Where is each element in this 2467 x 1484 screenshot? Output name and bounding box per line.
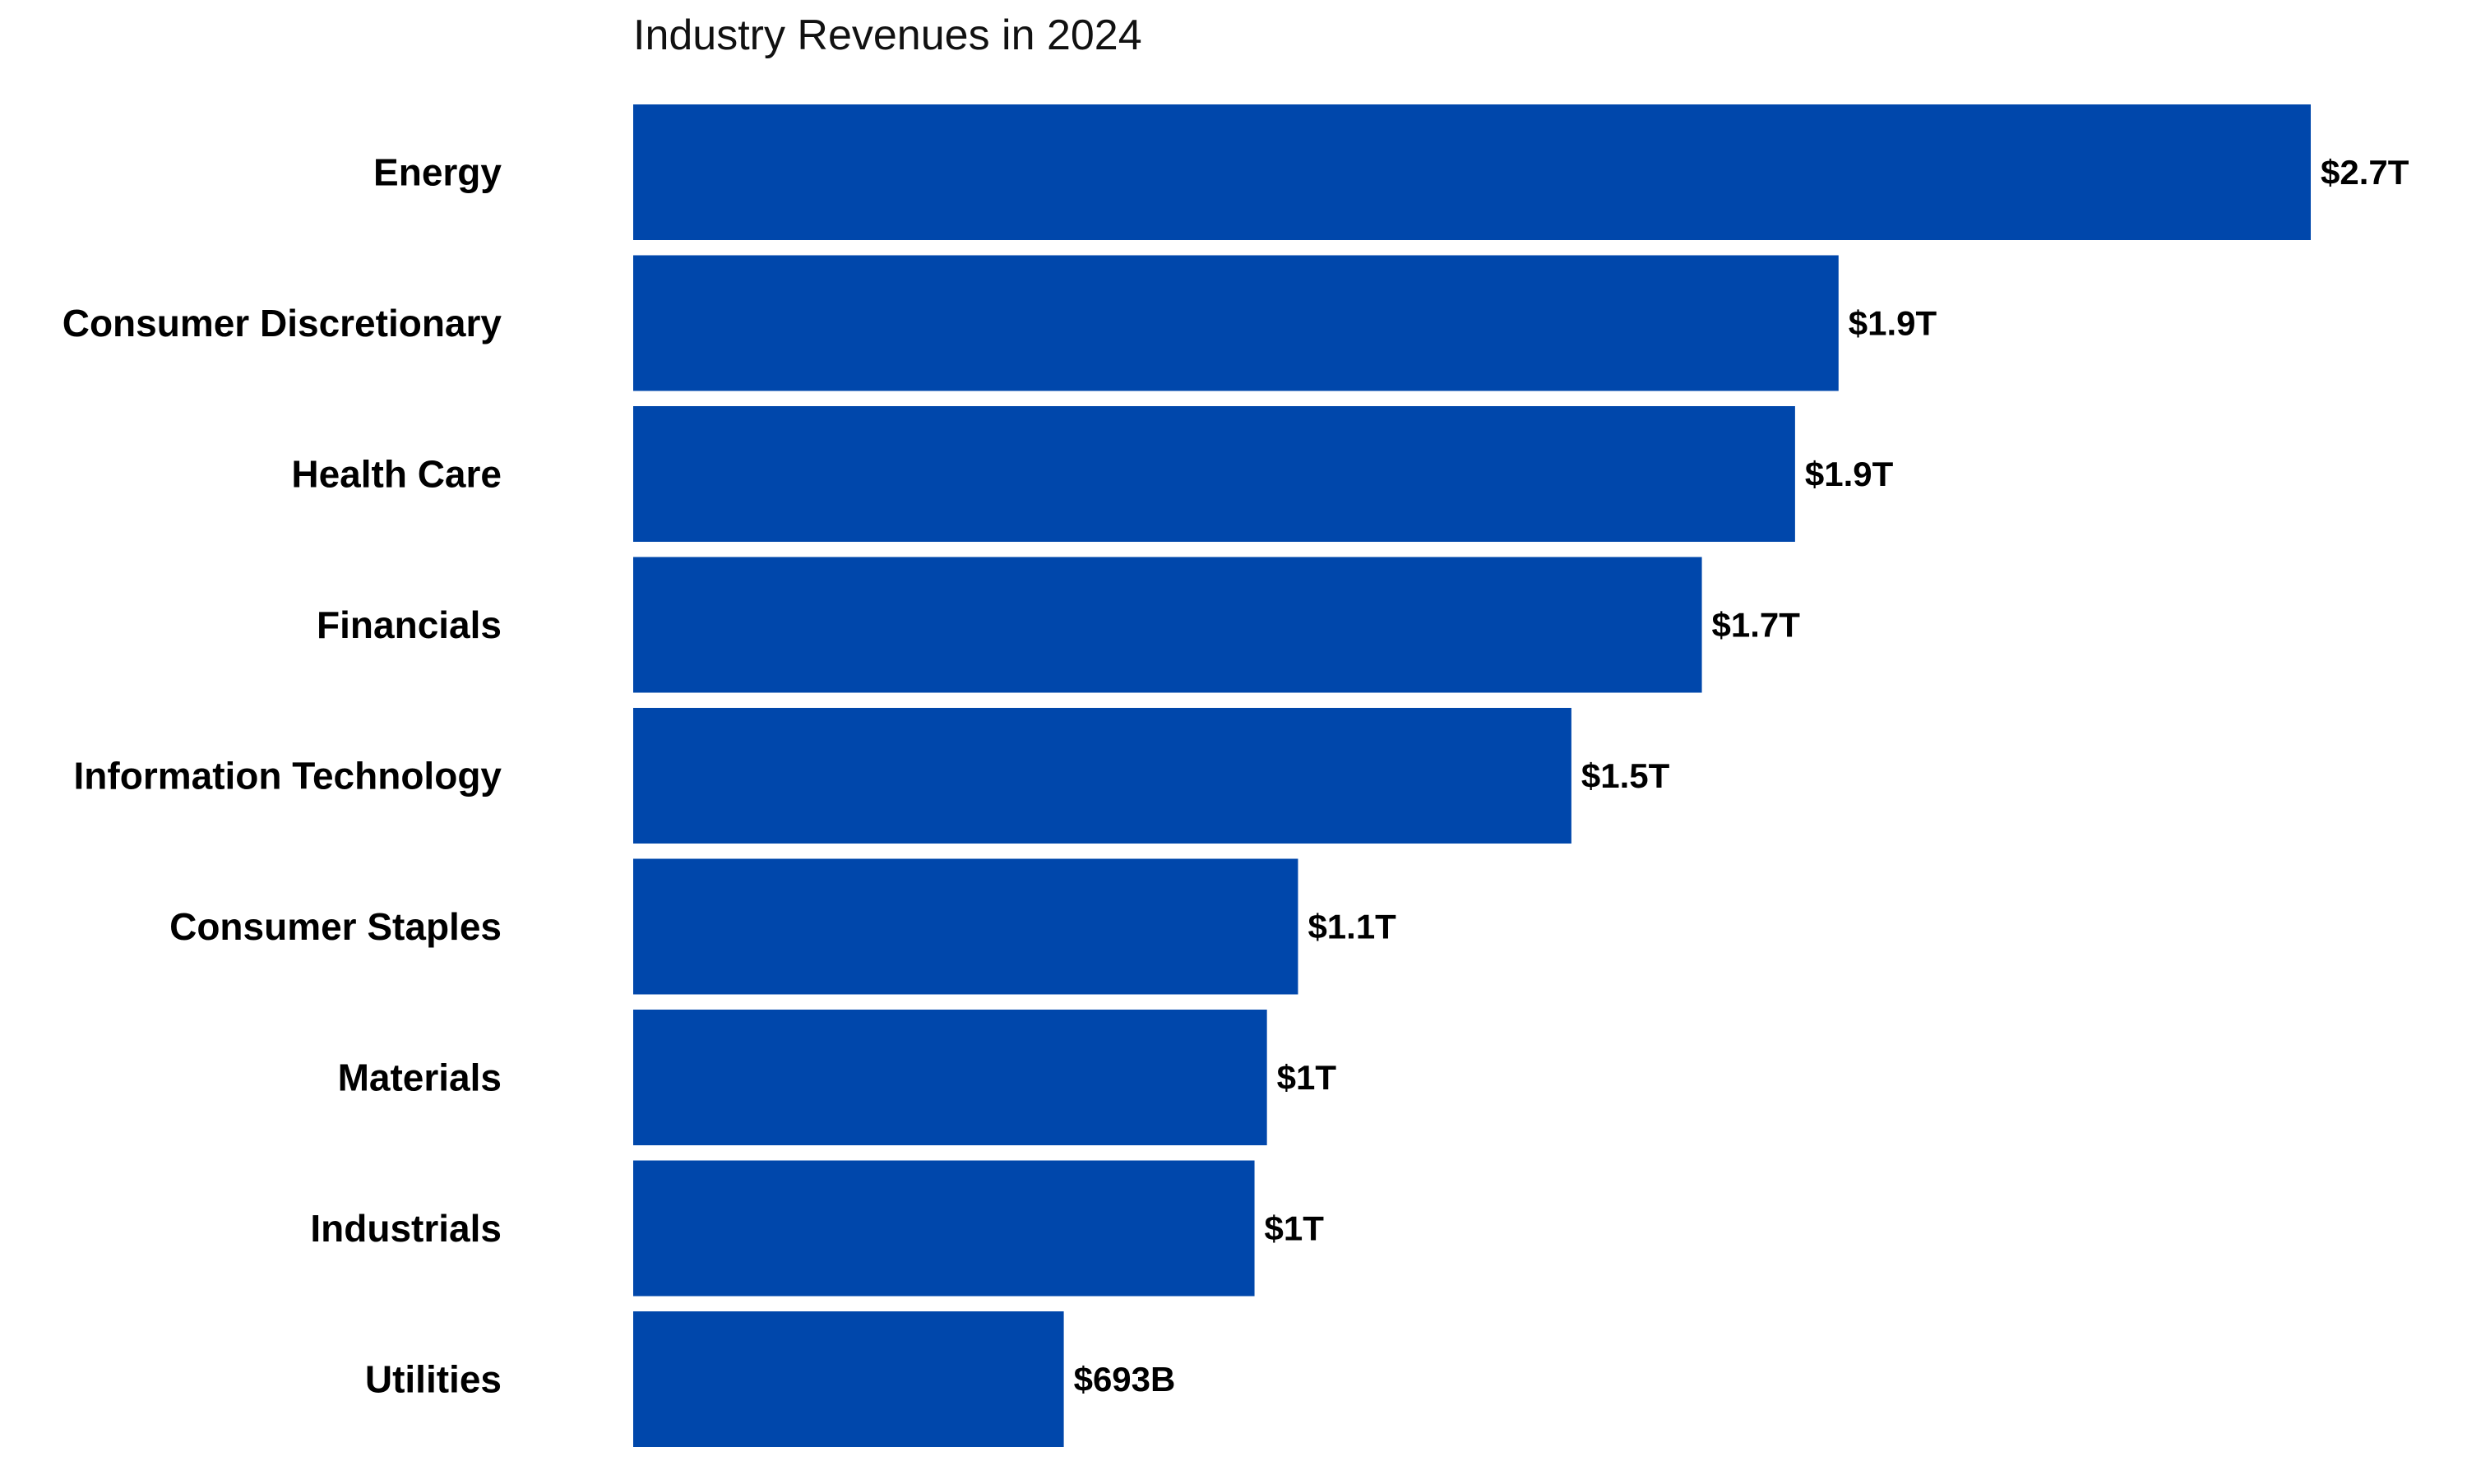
value-label-consumer-staples: $1.1T [1308, 908, 1396, 946]
value-label-materials: $1T [1277, 1058, 1337, 1097]
value-label-utilities: $693B [1074, 1360, 1176, 1398]
value-label-consumer-discretionary: $1.9T [1849, 304, 1937, 343]
category-label-materials: Materials [338, 1056, 502, 1099]
category-label-energy: Energy [373, 151, 502, 194]
value-label-health-care: $1.9T [1805, 455, 1894, 493]
category-labels: Energy Consumer Discretionary Health Care F… [62, 151, 502, 1401]
bar-information-technology [633, 708, 1571, 844]
value-label-information-technology: $1.5T [1581, 756, 1670, 795]
bar-consumer-discretionary [633, 255, 1839, 391]
chart-title: Industry Revenues in 2024 [633, 12, 1142, 59]
category-label-consumer-staples: Consumer Staples [169, 905, 502, 948]
category-label-utilities: Utilities [365, 1358, 502, 1401]
bar-materials [633, 1010, 1267, 1145]
bar-industrials [633, 1160, 1255, 1297]
bar-energy [633, 104, 2311, 240]
category-label-financials: Financials [317, 603, 502, 646]
bar-consumer-staples [633, 858, 1298, 995]
bars-layer [633, 104, 2311, 1447]
category-label-industrials: Industrials [310, 1207, 502, 1250]
value-label-industrials: $1T [1265, 1209, 1325, 1248]
bar-financials [633, 557, 1702, 693]
value-labels: $2.7T $1.9T $1.9T $1.7T $1.5T $1.1T $1T $1T $693… [1074, 153, 2409, 1398]
category-label-consumer-discretionary: Consumer Discretionary [62, 302, 502, 344]
value-label-energy: $2.7T [2321, 153, 2409, 192]
value-label-financials: $1.7T [1712, 606, 1801, 645]
category-label-information-technology: Information Technology [74, 755, 502, 797]
bar-utilities [633, 1311, 1064, 1447]
bar-health-care [633, 406, 1795, 542]
category-label-health-care: Health Care [291, 453, 502, 496]
